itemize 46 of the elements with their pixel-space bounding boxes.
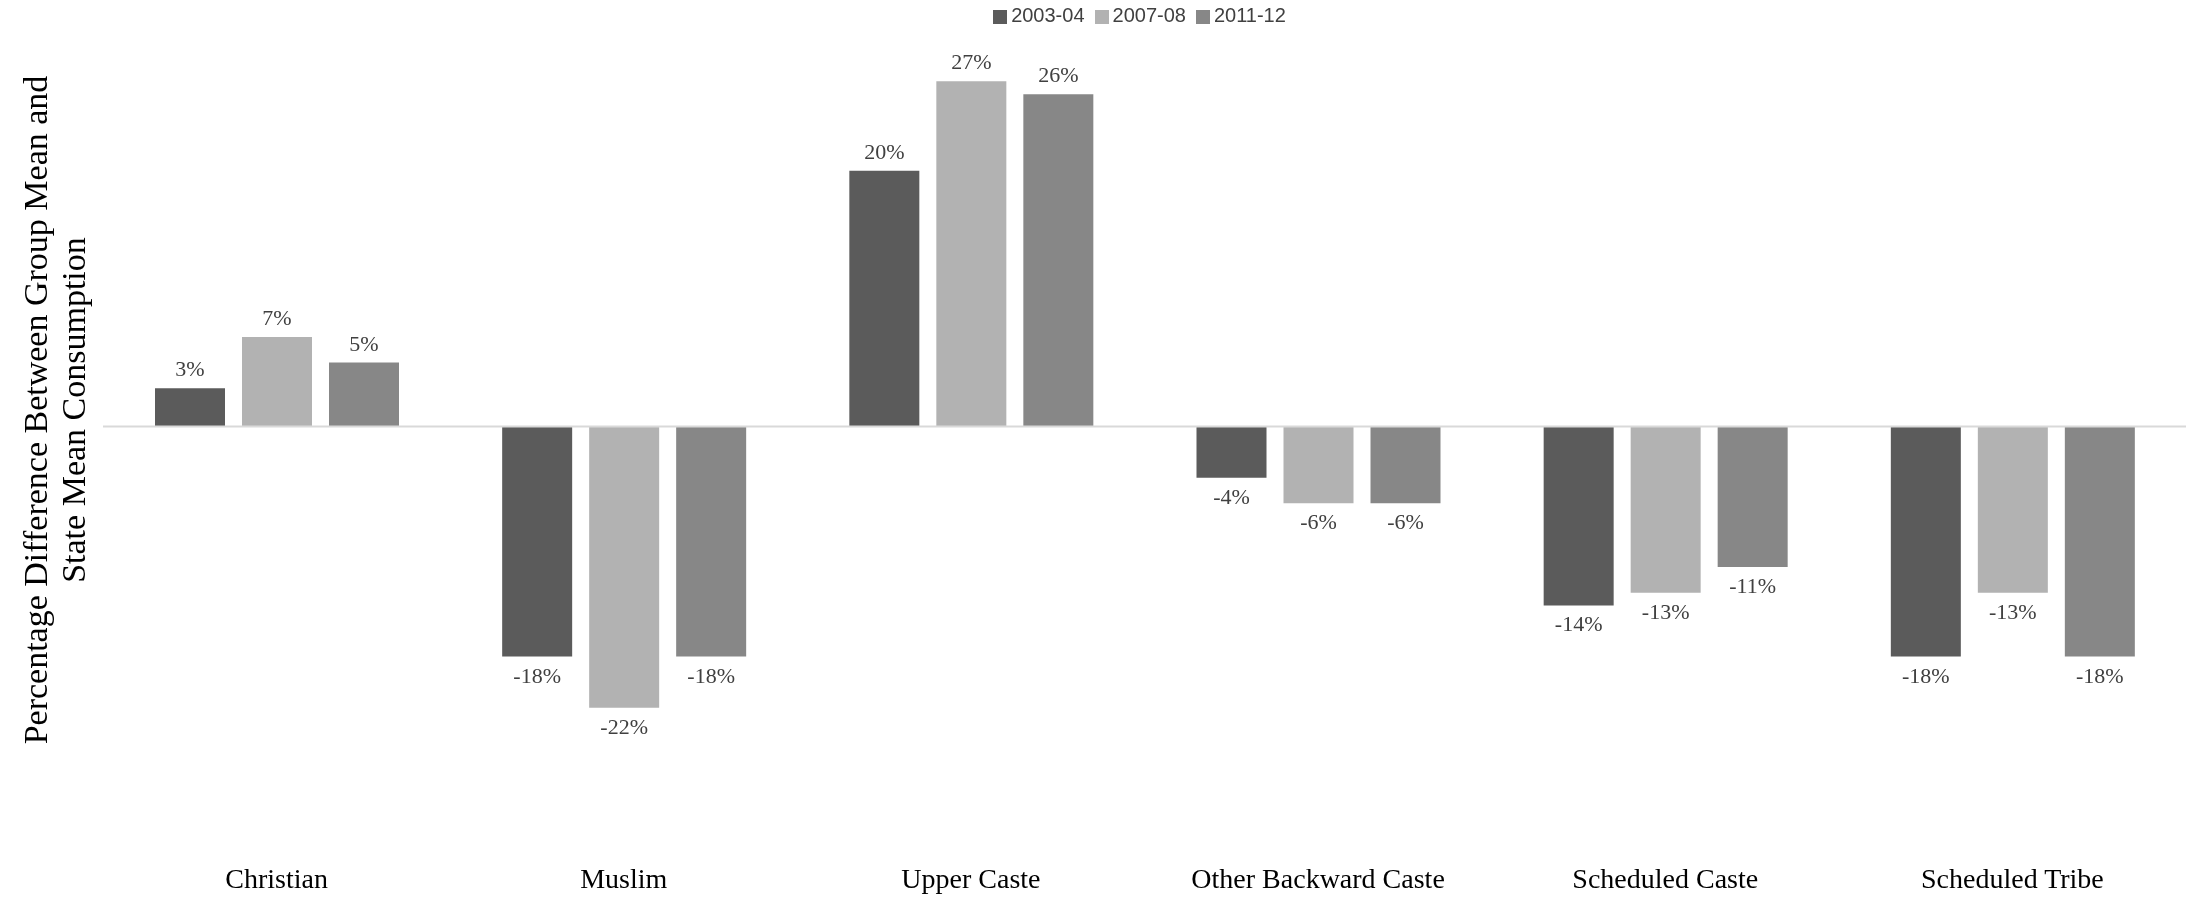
bar — [502, 426, 573, 657]
bar — [1283, 426, 1354, 504]
data-label: 27% — [951, 49, 992, 75]
x-tick-label: Christian — [225, 862, 328, 894]
x-tick-label: Muslim — [580, 862, 668, 894]
data-label: -4% — [1213, 483, 1250, 509]
bar — [1370, 426, 1441, 504]
x-tick-label: Scheduled Caste — [1572, 862, 1759, 894]
data-label: -6% — [1300, 509, 1337, 535]
data-label: 3% — [175, 356, 205, 382]
bar — [676, 426, 747, 657]
data-label: 5% — [349, 330, 379, 356]
bar — [849, 170, 920, 427]
data-label: -22% — [600, 713, 648, 739]
bar — [1023, 94, 1094, 427]
bar — [1630, 426, 1701, 593]
bar — [1543, 426, 1614, 606]
x-tick-label: Upper Caste — [901, 862, 1041, 894]
data-label: 26% — [1038, 62, 1079, 88]
data-label: -13% — [1989, 598, 2037, 624]
bar — [936, 81, 1007, 427]
legend-label: 2011-12 — [1213, 4, 1286, 26]
data-label: -18% — [2076, 662, 2124, 688]
bar — [155, 388, 225, 427]
data-label: 20% — [864, 138, 905, 164]
data-label: -13% — [1641, 598, 1690, 624]
data-label: -6% — [1387, 509, 1424, 535]
bar — [329, 362, 399, 427]
legend-label: 2007-08 — [1112, 4, 1186, 26]
bar — [1977, 426, 2048, 593]
bar — [1196, 426, 1267, 478]
bar — [1717, 426, 1788, 568]
data-label: 7% — [262, 305, 292, 331]
data-label: -14% — [1554, 611, 1603, 637]
bar — [589, 426, 660, 708]
bar — [1890, 426, 1961, 657]
data-label: -18% — [687, 662, 735, 688]
data-label: -11% — [1729, 573, 1777, 599]
bar — [242, 337, 312, 427]
y-axis-title: Percentage Difference Between Group Mean and State Mean Consumption — [17, 74, 93, 747]
data-label: -18% — [1902, 662, 1950, 688]
x-tick-label: Other Backward Caste — [1191, 862, 1445, 894]
bar — [2064, 426, 2135, 657]
data-label: -18% — [513, 662, 561, 688]
x-tick-label: Scheduled Tribe — [1921, 862, 2104, 894]
legend-label: 2003-04 — [1011, 4, 1085, 26]
